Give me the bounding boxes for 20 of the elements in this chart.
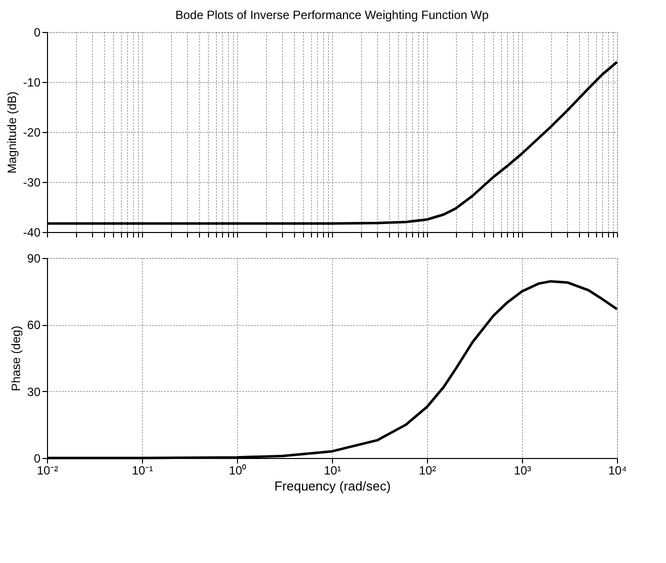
chart-title: Bode Plots of Inverse Performance Weighting Function Wp	[175, 8, 489, 22]
x-tick-label: 10¹	[324, 464, 342, 478]
y-tick-label: -30	[23, 176, 41, 190]
y-axis-title: Magnitude (dB)	[5, 91, 20, 174]
x-tick-label: 10⁴	[608, 464, 627, 478]
y-axis-title: Phase (deg)	[9, 326, 24, 392]
y-tick-label: 60	[27, 318, 41, 332]
x-tick-label: 10⁻²	[36, 464, 58, 478]
x-tick-label: 10²	[418, 464, 436, 478]
y-tick-label: -40	[23, 226, 41, 240]
x-axis-title: Frequency (rad/sec)	[274, 478, 391, 494]
x-tick-label: 10³	[514, 464, 532, 478]
y-tick-label: -10	[23, 76, 41, 90]
y-tick-label: 0	[34, 26, 41, 40]
y-tick-label: 30	[27, 384, 41, 399]
x-tick-label: 10⁰	[228, 464, 246, 478]
y-tick-label: -20	[23, 126, 41, 140]
y-tick-label: 90	[27, 252, 41, 266]
x-tick-label: 10⁻¹	[132, 464, 154, 478]
y-tick-label: 0	[34, 452, 41, 466]
